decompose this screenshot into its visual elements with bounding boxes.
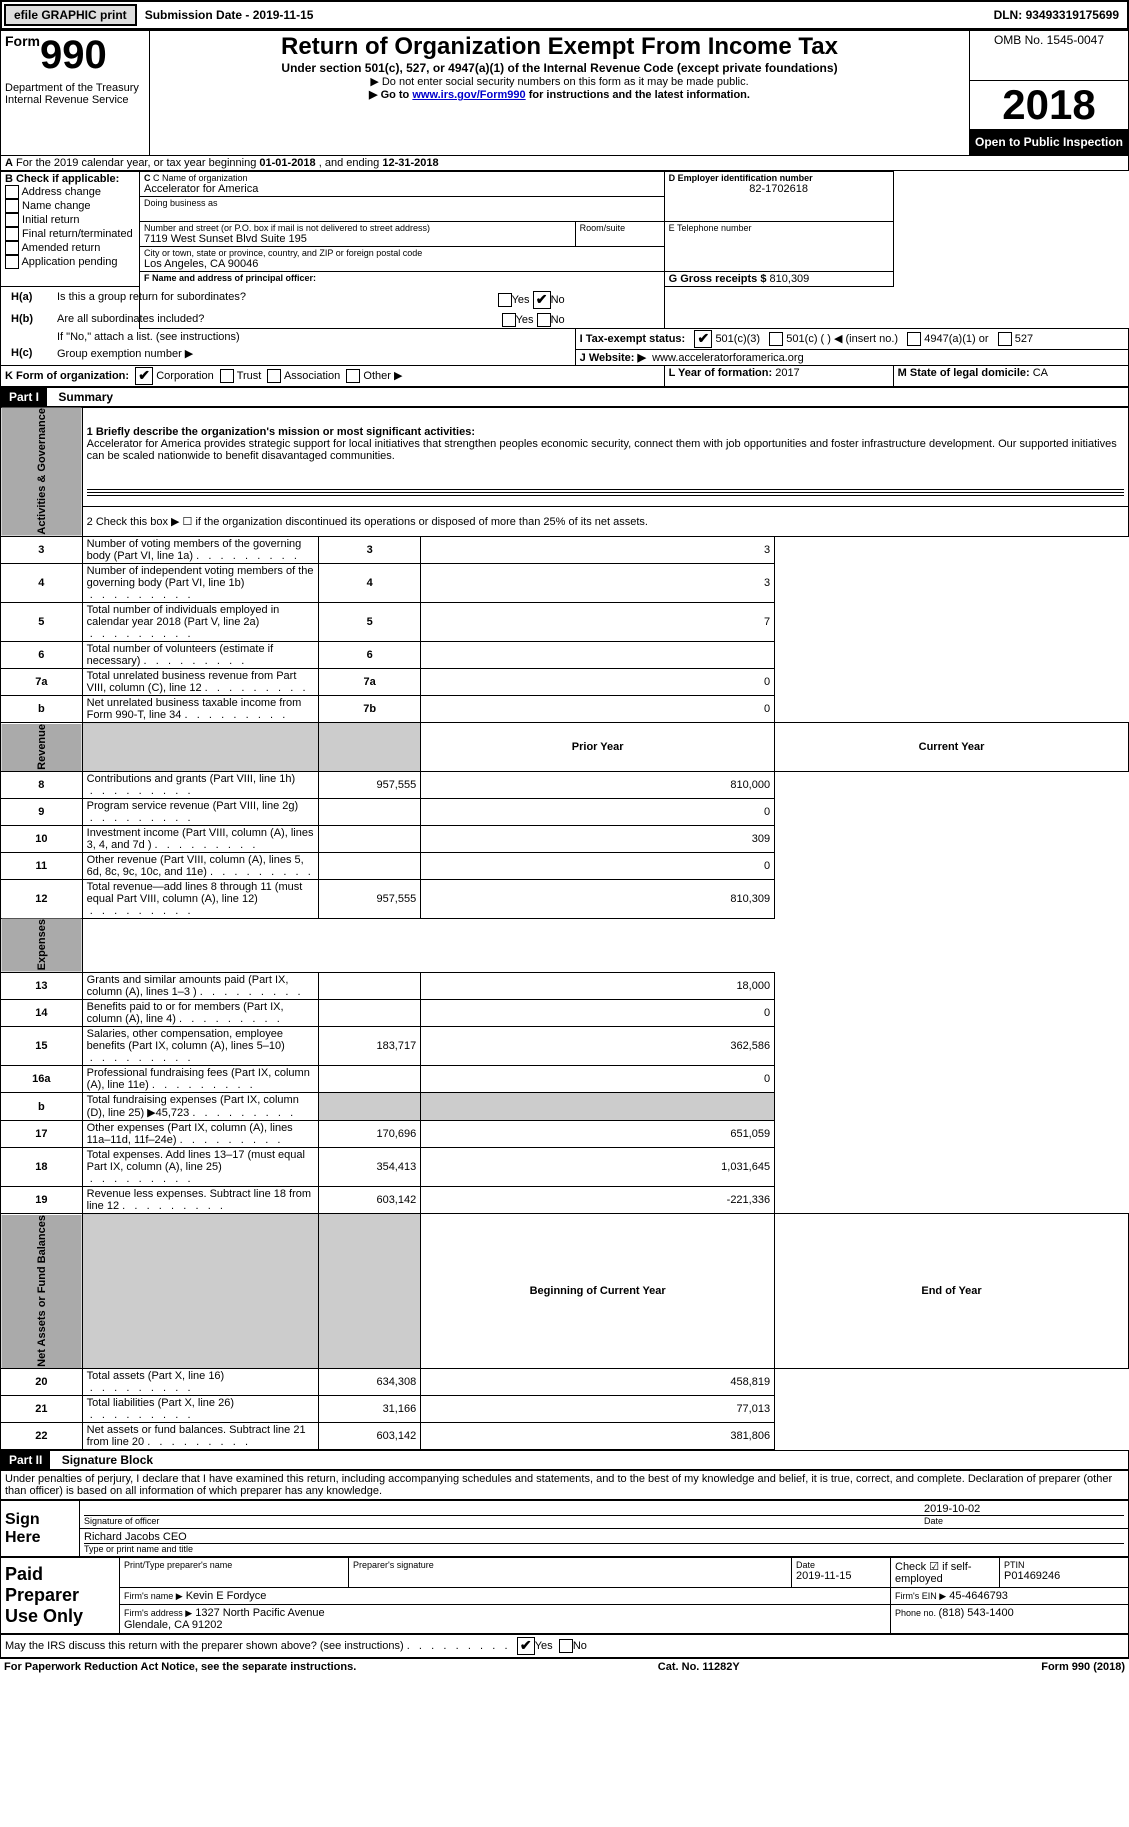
street-label: Number and street (or P.O. box if mail i… (144, 223, 571, 233)
box-i-label: I Tax-exempt status: (580, 332, 686, 344)
box-b-1[interactable] (5, 199, 19, 213)
form-title: Return of Organization Exempt From Incom… (154, 33, 965, 61)
dba-label: Doing business as (144, 198, 660, 208)
omb-number: OMB No. 1545-0047 (970, 31, 1129, 81)
527-checkbox[interactable] (998, 332, 1012, 346)
identity-section: B Check if applicable: Address change Na… (0, 171, 1129, 387)
form-subtitle: Under section 501(c), 527, or 4947(a)(1)… (154, 61, 965, 75)
part-2-header: Part II Signature Block (0, 1450, 1129, 1470)
org-name: Accelerator for America (144, 183, 660, 195)
box-j-label: J Website: ▶ (580, 352, 646, 364)
box-c-label: C C Name of organization (144, 173, 660, 183)
box-b-label: B Check if applicable: (5, 173, 135, 185)
officer-name: Richard Jacobs CEO (84, 1531, 1124, 1543)
dept-treasury: Department of the Treasury Internal Reve… (1, 80, 150, 155)
corp-checkbox[interactable] (135, 367, 153, 385)
hint-goto: ▶ Go to www.irs.gov/Form990 for instruct… (154, 88, 965, 101)
city-label: City or town, state or province, country… (144, 248, 660, 258)
box-b-0[interactable] (5, 185, 19, 199)
form-header: Form990 Return of Organization Exempt Fr… (0, 30, 1129, 156)
form-number: Form990 (5, 33, 107, 78)
line1-text: Accelerator for America provides strateg… (87, 438, 1124, 462)
501c3-checkbox[interactable] (694, 330, 712, 348)
box-l: L Year of formation: 2017 (664, 365, 893, 386)
room-label: Room/suite (580, 223, 660, 233)
h-a-yes[interactable] (498, 293, 512, 307)
city-value: Los Angeles, CA 90046 (144, 258, 660, 270)
box-b-4[interactable] (5, 241, 19, 255)
side-exp: Expenses (1, 918, 83, 972)
box-e-label: E Telephone number (669, 223, 889, 233)
line1-label: 1 Briefly describe the organization's mi… (87, 426, 1124, 438)
line2: 2 Check this box ▶ ☐ if the organization… (82, 506, 1128, 537)
paid-preparer-table: Paid Preparer Use Only Print/Type prepar… (0, 1557, 1129, 1634)
street-value: 7119 West Sunset Blvd Suite 195 (144, 233, 571, 245)
box-g: G Gross receipts $ 810,309 (664, 271, 893, 286)
sign-here-table: Sign Here 2019-10-02 Signature of office… (0, 1500, 1129, 1557)
paid-prep-label: Paid Preparer Use Only (1, 1558, 120, 1634)
dln-label: DLN: 93493319175699 (994, 8, 1127, 22)
tax-year-line: A For the 2019 calendar year, or tax yea… (0, 156, 1129, 171)
discuss-no[interactable] (559, 1639, 573, 1653)
discuss-yes[interactable] (517, 1637, 535, 1655)
side-ag: Activities & Governance (1, 407, 83, 537)
tax-year: 2018 (970, 81, 1128, 129)
trust-checkbox[interactable] (220, 369, 234, 383)
box-b-3[interactable] (5, 227, 19, 241)
box-d-label: D Employer identification number (669, 173, 889, 183)
side-rev: Revenue (1, 723, 83, 772)
501c-checkbox[interactable] (769, 332, 783, 346)
part-1-header: Part I Summary (0, 387, 1129, 407)
efile-print-button[interactable]: efile GRAPHIC print (4, 4, 137, 26)
h-a-no[interactable] (533, 291, 551, 309)
part-1-table: Activities & Governance 1 Briefly descri… (0, 407, 1129, 1451)
perjury-text: Under penalties of perjury, I declare th… (0, 1470, 1129, 1500)
hint-ssn: ▶ Do not enter social security numbers o… (154, 75, 965, 88)
assoc-checkbox[interactable] (267, 369, 281, 383)
box-k-label: K Form of organization: (5, 369, 129, 381)
open-inspection: Open to Public Inspection (970, 129, 1128, 155)
discuss-line: May the IRS discuss this return with the… (0, 1634, 1129, 1658)
h-b-yes[interactable] (502, 313, 516, 327)
box-f-label: F Name and address of principal officer: (144, 273, 660, 283)
ein-value: 82-1702618 (669, 183, 889, 195)
4947-checkbox[interactable] (907, 332, 921, 346)
box-m: M State of legal domicile: CA (893, 365, 1128, 386)
box-b-5[interactable] (5, 255, 19, 269)
side-na: Net Assets or Fund Balances (1, 1214, 83, 1369)
other-checkbox[interactable] (346, 369, 360, 383)
page-footer: For Paperwork Reduction Act Notice, see … (0, 1658, 1129, 1675)
h-b-no[interactable] (537, 313, 551, 327)
submission-date-label: Submission Date - 2019-11-15 (139, 8, 320, 22)
box-b-2[interactable] (5, 213, 19, 227)
topbar: efile GRAPHIC print Submission Date - 20… (0, 0, 1129, 30)
website-value: www.acceleratorforamerica.org (652, 352, 804, 364)
sign-here-label: Sign Here (1, 1501, 80, 1557)
irs-link[interactable]: www.irs.gov/Form990 (412, 89, 525, 101)
